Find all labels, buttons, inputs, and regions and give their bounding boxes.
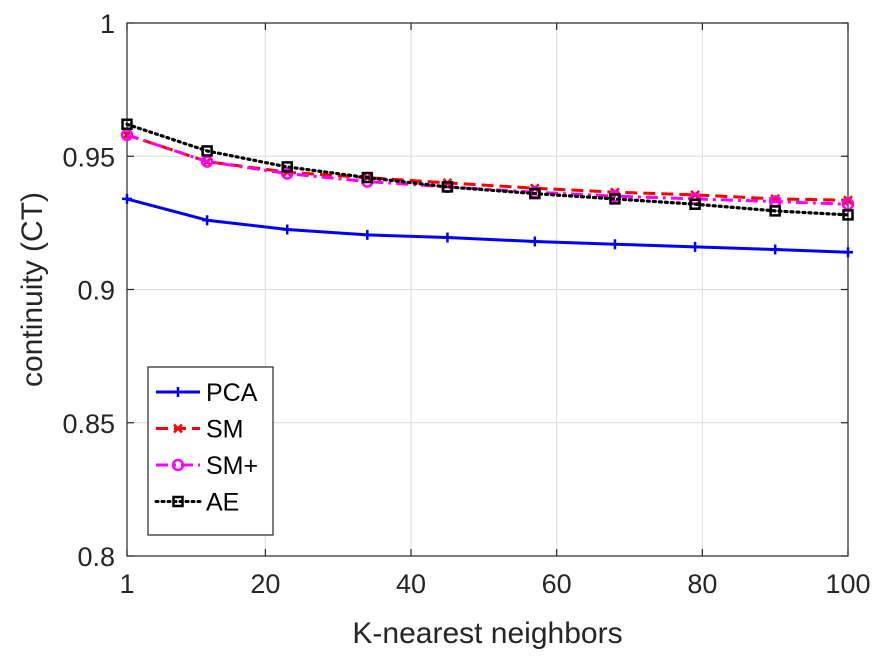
y-tick-label: 0.85 bbox=[62, 409, 115, 439]
legend-label-sm-plus: SM+ bbox=[206, 452, 258, 480]
data-point-pca bbox=[362, 229, 373, 240]
x-tick-label: 80 bbox=[687, 569, 717, 599]
y-axis-label: continuity (CT) bbox=[16, 192, 49, 387]
data-point-pca bbox=[529, 236, 540, 247]
data-point-pca bbox=[690, 241, 701, 252]
y-tick-label: 0.8 bbox=[77, 542, 115, 572]
legend: PCA SM SM+ AE bbox=[147, 366, 274, 536]
data-point-pca bbox=[609, 239, 620, 250]
legend-marker-pca bbox=[173, 387, 183, 397]
data-point-ae bbox=[121, 118, 133, 131]
x-tick-label: 1 bbox=[119, 569, 134, 599]
legend-label-ae: AE bbox=[206, 489, 239, 517]
series-group bbox=[120, 118, 855, 258]
x-tick-label: 100 bbox=[825, 569, 870, 599]
data-point-pca bbox=[282, 224, 293, 235]
data-point-ae bbox=[281, 161, 293, 173]
data-point-pca bbox=[770, 244, 781, 255]
x-tick-label: 20 bbox=[250, 569, 280, 599]
data-point-pca bbox=[122, 193, 132, 204]
data-point-ae bbox=[529, 187, 541, 200]
x-tick-label: 40 bbox=[396, 569, 426, 599]
legend-label-pca: PCA bbox=[206, 379, 258, 407]
x-tick-label: 60 bbox=[542, 569, 572, 599]
data-point-ae bbox=[361, 171, 374, 184]
legend-marker-sm-plus bbox=[171, 458, 185, 472]
data-point-ae bbox=[689, 198, 701, 210]
series-line-ae bbox=[125, 122, 850, 217]
legend-marker-sm bbox=[173, 423, 183, 434]
data-point-pca bbox=[442, 232, 453, 243]
legend-marker-ae bbox=[172, 495, 184, 508]
series-pca bbox=[122, 193, 853, 258]
series-ae bbox=[121, 118, 854, 221]
legend-box bbox=[147, 366, 274, 536]
data-point-pca bbox=[202, 215, 213, 226]
legend-label-sm: SM bbox=[206, 416, 244, 444]
axis-ticks: 1 20 40 60 80 100 0.8 0.85 0.9 0.95 1 bbox=[62, 9, 870, 599]
y-tick-label: 1 bbox=[100, 9, 115, 39]
data-point-ae bbox=[769, 205, 781, 217]
data-point-ae bbox=[609, 193, 621, 205]
y-tick-label: 0.95 bbox=[62, 142, 115, 172]
data-point-pca bbox=[843, 247, 853, 258]
series-line-pca bbox=[126, 197, 849, 254]
y-tick-label: 0.9 bbox=[77, 276, 115, 306]
x-axis-label: K-nearest neighbors bbox=[352, 617, 622, 650]
series-line-sm bbox=[126, 133, 849, 202]
data-point-ae bbox=[201, 145, 213, 157]
data-point-sm-plus bbox=[280, 167, 294, 180]
data-point-ae bbox=[842, 209, 854, 221]
data-point-ae bbox=[441, 181, 454, 193]
